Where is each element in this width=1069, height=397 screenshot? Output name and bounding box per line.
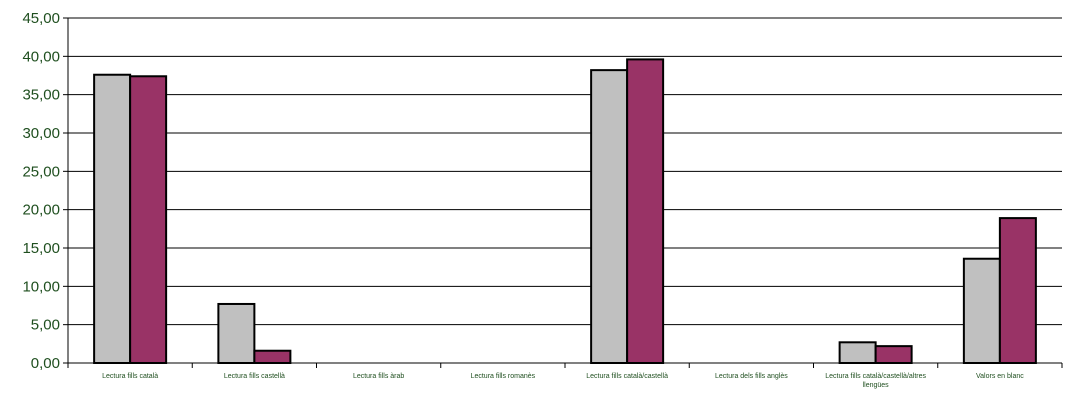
y-tick-labels: 0,00 5,00 10,00 15,00 20,00 25,00 30,00 35,00 40… [22, 10, 60, 372]
bar-series-2 [129, 75, 168, 365]
bar-series-1 [838, 341, 877, 364]
y-tick-label: 15,00 [22, 240, 60, 257]
x-tick-label: Valors en blanc [976, 373, 1024, 380]
x-tick-label: Lectura fills català/castellà [586, 373, 668, 380]
y-tick-label: 40,00 [22, 48, 60, 65]
x-tick-label: Lectura fills àrab [353, 373, 404, 380]
bar-series-1 [962, 257, 1001, 365]
bar-series-2 [253, 349, 292, 365]
bars [93, 58, 1037, 365]
x-tick-label: Lectura fills català [102, 373, 158, 380]
x-tick-label: Lectura fills castellà [224, 373, 285, 380]
y-tick-label: 25,00 [22, 163, 60, 180]
y-tick-label: 5,00 [31, 317, 60, 334]
x-tick-label: Lectura fills romanès [471, 373, 536, 380]
x-tick-labels: Lectura fills català Lectura fills castel… [102, 373, 1024, 389]
gridlines [68, 17, 1062, 326]
x-tick-label: Lectura dels fills anglès [715, 373, 788, 380]
bar-series-2 [626, 58, 665, 365]
axes [63, 17, 1063, 368]
bar-series-1 [217, 302, 256, 365]
bar-series-1 [590, 69, 629, 364]
bar-series-2 [874, 345, 913, 364]
bar-series-1 [93, 73, 132, 364]
y-tick-label: 35,00 [22, 87, 60, 104]
x-tick-label: Lectura fills català/castellà/altres llen… [825, 373, 926, 389]
y-tick-label: 30,00 [22, 125, 60, 142]
y-tick-label: 0,00 [31, 355, 60, 372]
y-tick-label: 20,00 [22, 202, 60, 219]
bar-series-2 [998, 217, 1037, 364]
y-tick-label: 10,00 [22, 278, 60, 295]
y-tick-label: 45,00 [22, 10, 60, 27]
